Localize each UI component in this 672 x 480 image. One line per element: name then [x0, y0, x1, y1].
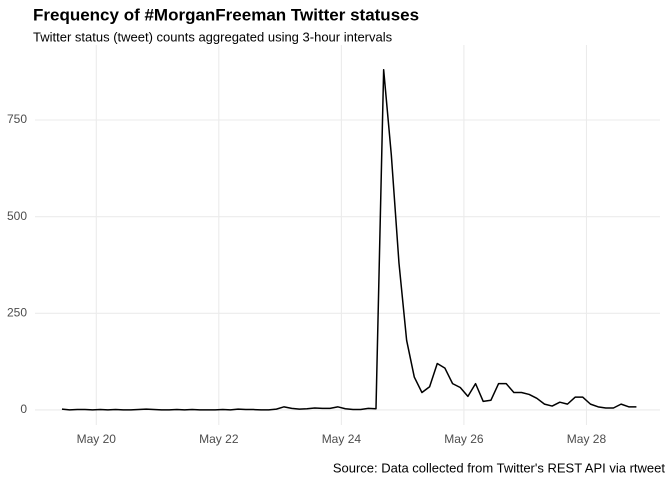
chart-subtitle: Twitter status (tweet) counts aggregated…: [33, 29, 393, 44]
y-tick-label: 0: [20, 402, 27, 416]
x-tick-label: May 22: [199, 432, 239, 446]
series-line: [61, 68, 637, 411]
chart-title: Frequency of #MorganFreeman Twitter stat…: [33, 5, 419, 24]
y-tick-label: 250: [7, 305, 27, 319]
x-tick-label: May 20: [77, 432, 117, 446]
chart-caption: Source: Data collected from Twitter's RE…: [333, 460, 666, 475]
y-tick-label: 500: [7, 209, 27, 223]
x-tick-label: May 28: [567, 432, 607, 446]
x-tick-label: May 24: [322, 432, 362, 446]
x-tick-label: May 26: [444, 432, 484, 446]
y-tick-label: 750: [7, 112, 27, 126]
